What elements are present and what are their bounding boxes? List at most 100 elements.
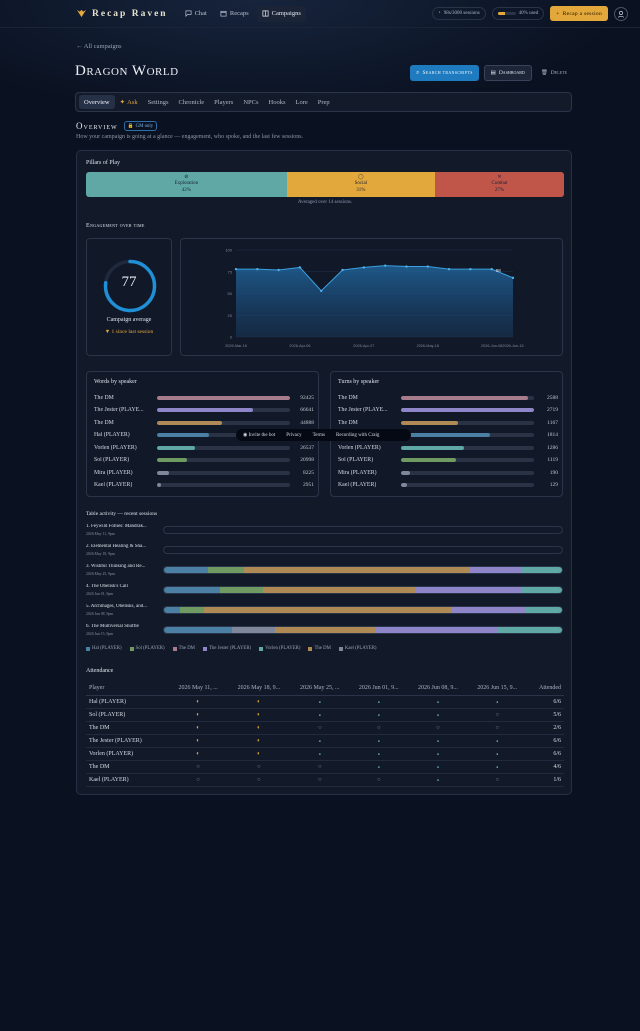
legend-label: Vorlen (PLAYER) [265, 646, 301, 651]
nav-campaigns[interactable]: Campaigns [256, 5, 306, 22]
legend-item: The Jester (PLAYER) [202, 646, 251, 651]
legend-item: The DM [308, 646, 331, 651]
attendance-none-icon: ○ [317, 776, 322, 783]
attendance-cell: ● [290, 695, 350, 709]
footer-invite-link[interactable]: ◉ Invite the bot [243, 432, 275, 438]
attendance-row: The DM ◐ ◐ ○ ○ ○ ○ 2/6 [86, 721, 564, 735]
tab-prep[interactable]: Prep [317, 98, 330, 106]
session-name[interactable]: 4. The Obelisk's Call [86, 584, 128, 589]
speaker-bar [401, 420, 459, 425]
dashboard-button[interactable]: ▤ Dashboard [483, 65, 532, 81]
attendance-cell: ● [467, 695, 527, 709]
legend-item: Sol (PLAYER) [129, 646, 165, 651]
attendance-full-icon: ● [377, 699, 380, 704]
attendance-none-icon: ○ [196, 776, 200, 783]
nav-chat[interactable]: Chat [180, 6, 212, 22]
back-link[interactable]: ← All campaigns [76, 43, 122, 50]
attendance-none-icon: ○ [495, 776, 499, 783]
session-name[interactable]: 2. Elemental Healing & Sha... [86, 544, 146, 549]
engagement-chart-card: 0 25 50 75 100 2026-Mar-16 2026-Apr-06 2026-Apr… [180, 238, 563, 356]
session-name[interactable]: 1. Feywild Follies: Mandrak... [86, 524, 147, 529]
tab-lore[interactable]: Lore [295, 98, 308, 106]
footer-craig-link[interactable]: Recording with Craig [336, 432, 380, 438]
recap-session-button[interactable]: + Recap a session [550, 6, 608, 21]
pillar-percent: 31% [356, 187, 366, 193]
pillar-label: Combat [491, 181, 508, 187]
tab-settings[interactable]: Settings [147, 98, 169, 106]
gm-only-badge: 🔒 GM only [123, 121, 158, 131]
score-gauge [103, 259, 157, 313]
activity-segment [522, 567, 562, 573]
engagement-line [236, 265, 514, 292]
session-name[interactable]: 6. The Multiversal Shuffle [86, 624, 139, 629]
tab-chronicle[interactable]: Chronicle [178, 98, 205, 106]
attendance-total: 2/6 [526, 721, 564, 735]
turns-row: The Jester (PLAYE... 2719 [338, 406, 558, 415]
legend-swatch [259, 646, 264, 651]
speaker-name: Kael (PLAYER) [338, 482, 377, 488]
speaker-bar [401, 445, 464, 450]
y-tick-label: 0 [230, 335, 233, 340]
attendance-full-icon: ● [436, 764, 440, 769]
attendance-header: 2026 Jun 01, 9... [349, 682, 409, 696]
attendance-cell: ○ [408, 721, 468, 735]
app-logo[interactable]: Recap Raven [76, 8, 168, 19]
footer-terms-link[interactable]: Terms [312, 432, 326, 438]
pillar-percent: 42% [181, 187, 191, 193]
words-card: Words by speaker The DM 92425 The Jester (… [86, 371, 319, 497]
words-row: Hal (PLAYER) [94, 431, 314, 440]
tab-npcs[interactable]: NPCs [243, 98, 259, 106]
tab-players[interactable]: Players [214, 98, 234, 106]
score-delta: ▼ 1 since last session [104, 329, 154, 335]
speaker-bar [401, 483, 408, 487]
engagement-title: Engagement over time [86, 223, 145, 229]
engagement-point [490, 267, 493, 271]
attendance-cell: ● [408, 695, 468, 709]
x-tick-label: 2026-Apr-06 [289, 344, 310, 348]
legend-swatch [308, 646, 313, 651]
search-transcripts-button[interactable]: ⌕ Search transcripts [410, 65, 479, 81]
speaker-name: Vorlen (PLAYER) [338, 444, 381, 451]
speaker-bar-track [401, 470, 534, 475]
tab-overview[interactable]: Overview [79, 95, 115, 109]
session-name[interactable]: 5. Archmages, Obelisks, and... [86, 604, 147, 609]
session-date: 2026 May 11, 9pm [86, 532, 115, 536]
engagement-score-card: 77 Campaign average ▼ 1 since last sessi… [86, 238, 172, 356]
legend-swatch [202, 646, 207, 651]
attendance-none-icon: ○ [436, 724, 440, 731]
nav-chat-label: Chat [194, 10, 207, 17]
search-icon: ⌕ [416, 69, 420, 76]
delete-button[interactable]: 🗑 Delete [537, 65, 571, 81]
session-name[interactable]: 3. Wishful Thinking and Re... [86, 564, 146, 569]
user-icon [617, 10, 625, 18]
gm-only-label: GM only [135, 123, 154, 129]
activity-segment [470, 567, 523, 573]
attendance-total: 6/6 [526, 747, 564, 761]
nav-recaps-label: Recaps [229, 10, 249, 17]
engagement-point [383, 264, 387, 267]
attendance-cell: ◐ [227, 708, 291, 722]
attendance-cell: ○ [349, 721, 409, 735]
overview-header: Overview 🔒 GM only [76, 121, 158, 131]
attendance-none-icon: ○ [317, 724, 322, 731]
engagement-point [469, 267, 472, 271]
attendance-cell: ○ [349, 773, 409, 787]
tab-ask-label: Ask [127, 98, 138, 106]
speaker-value: 66641 [300, 407, 314, 413]
user-avatar[interactable] [614, 6, 628, 21]
x-tick-label: 2026-Jun-08 [481, 344, 502, 348]
attendance-cell: ● [408, 773, 468, 787]
pillar-label: Social [354, 181, 368, 187]
nav-recaps[interactable]: Recaps [215, 6, 254, 22]
footer-privacy-link[interactable]: Privacy [286, 432, 302, 438]
attendance-cell: ○ [227, 760, 291, 774]
activity-segment [164, 627, 232, 633]
session-date: 2026 May 18, 9pm [86, 552, 115, 556]
pillars-bar: ⊘ Exploration 42% ◯ Social 31% ✕ Combat 27% [86, 172, 564, 197]
chart-icon: ▤ [490, 70, 496, 76]
tab-hooks[interactable]: Hooks [268, 98, 286, 106]
attendance-table: Player 2026 May 11, ... 2026 May 18, 9... 2… [86, 682, 564, 787]
attendance-player: The DM [86, 760, 169, 774]
tab-ask[interactable]: ✦ Ask [115, 95, 143, 109]
top-bar: Recap Raven Chat Recaps Campaigns ◔ 98s/… [0, 0, 640, 28]
